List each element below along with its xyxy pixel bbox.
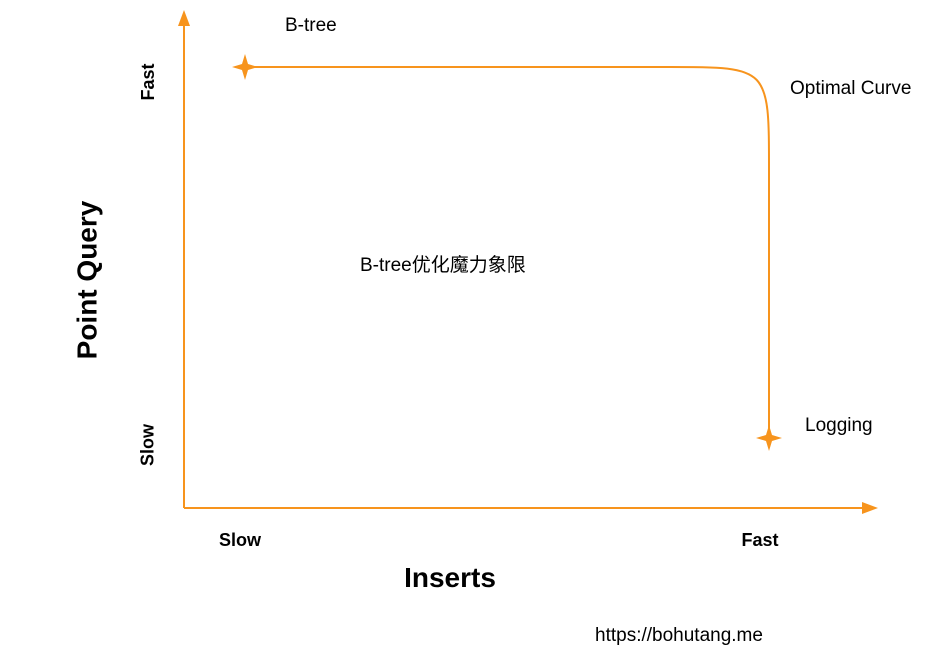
source-url: https://bohutang.me: [595, 625, 763, 647]
y-axis-slow-label: Slow: [138, 424, 159, 466]
logging-marker: [756, 425, 782, 451]
x-axis-slow-label: Slow: [219, 530, 261, 551]
logging-point-label: Logging: [805, 415, 873, 437]
x-axis-title: Inserts: [404, 562, 496, 594]
x-axis-fast-label: Fast: [741, 530, 778, 551]
y-axis-title: Point Query: [71, 201, 103, 360]
y-axis-arrowhead: [178, 10, 190, 26]
optimal-curve-label: Optimal Curve: [790, 78, 911, 100]
chart-container: Point Query Inserts Fast Slow Slow Fast …: [0, 0, 950, 660]
btree-point-label: B-tree: [285, 15, 337, 37]
center-annotation: B-tree优化魔力象限: [360, 250, 526, 277]
btree-marker: [232, 54, 258, 80]
y-axis-fast-label: Fast: [138, 63, 159, 100]
x-axis-arrowhead: [862, 502, 878, 514]
